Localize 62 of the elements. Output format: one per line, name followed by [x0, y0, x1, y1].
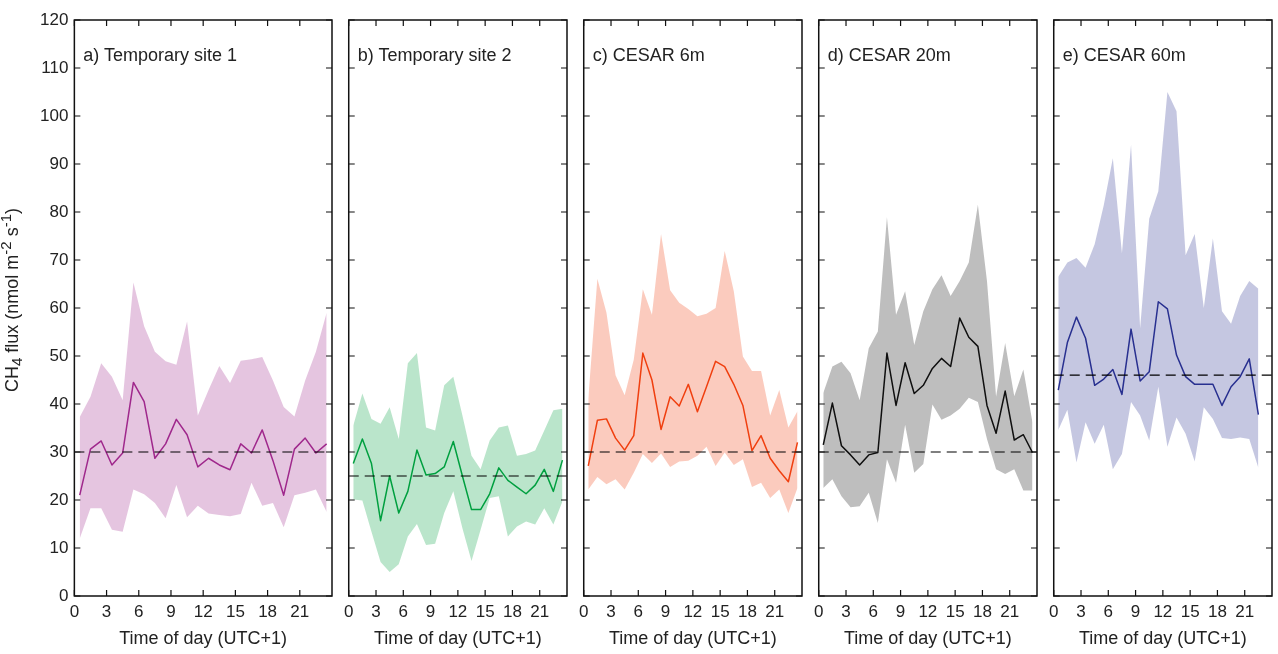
x-axis-title: Time of day (UTC+1) — [373, 628, 542, 649]
y-tick-label: 30 — [49, 441, 69, 461]
x-tick-label: 3 — [101, 601, 112, 621]
x-tick-label: 6 — [1103, 601, 1114, 621]
x-tick-label: 9 — [1130, 601, 1141, 621]
x-axis-title: Time of day (UTC+1) — [119, 628, 288, 649]
text: a) Temporary site 1 — [83, 45, 238, 65]
x-tick-label: 6 — [633, 601, 644, 621]
x-tick-label: 21 — [1235, 601, 1255, 621]
x-tick-label: 21 — [530, 601, 550, 621]
x-tick-label: 12 — [448, 601, 468, 621]
x-tick-label: 21 — [1000, 601, 1020, 621]
x-tick-label: 0 — [578, 601, 589, 621]
x-tick-label: 15 — [475, 601, 495, 621]
y-tick-label: 120 — [39, 9, 69, 29]
y-tick-label: 20 — [49, 489, 69, 509]
x-tick-label: 12 — [918, 601, 938, 621]
x-tick-label: 18 — [972, 601, 992, 621]
x-tick-label: 0 — [1048, 601, 1059, 621]
x-tick-label: 12 — [193, 601, 213, 621]
y-tick-label: 10 — [49, 537, 69, 557]
x-tick-label: 3 — [841, 601, 851, 621]
x-tick-label: 18 — [258, 601, 278, 621]
x-tick-label: 0 — [343, 601, 354, 621]
x-axis-title: Time of day (UTC+1) — [843, 628, 1012, 649]
x-tick-label: 21 — [290, 601, 310, 621]
x-tick-label: 18 — [1207, 601, 1227, 621]
text: b) Temporary site 2 — [357, 45, 512, 65]
x-tick-label: 3 — [1076, 601, 1086, 621]
x-axis-title: Time of day (UTC+1) — [608, 628, 777, 649]
x-tick-label: 9 — [425, 601, 436, 621]
y-tick-label: 100 — [39, 105, 69, 125]
y-tick-label: 60 — [49, 297, 69, 317]
x-tick-label: 21 — [765, 601, 785, 621]
x-tick-label: 3 — [371, 601, 381, 621]
x-tick-label: 15 — [710, 601, 730, 621]
x-tick-label: 12 — [683, 601, 703, 621]
x-tick-label: 18 — [737, 601, 757, 621]
x-tick-label: 3 — [606, 601, 616, 621]
x-tick-label: 0 — [813, 601, 824, 621]
x-tick-label: 15 — [1180, 601, 1200, 621]
x-tick-label: 15 — [945, 601, 965, 621]
x-tick-label: 12 — [1153, 601, 1173, 621]
y-tick-label: 0 — [58, 585, 69, 605]
y-tick-label: 50 — [49, 345, 69, 365]
y-tick-label: 40 — [49, 393, 69, 413]
x-tick-label: 6 — [398, 601, 409, 621]
text: c) CESAR 6m — [592, 45, 705, 65]
y-tick-label: 90 — [49, 153, 69, 173]
x-tick-label: 15 — [225, 601, 245, 621]
text: e) CESAR 60m — [1062, 45, 1186, 65]
x-tick-label: 9 — [660, 601, 671, 621]
x-tick-label: 9 — [895, 601, 906, 621]
y-tick-label: 70 — [49, 249, 69, 269]
y-tick-label: 110 — [41, 57, 69, 77]
x-tick-label: 9 — [166, 601, 176, 621]
x-axis-title: Time of day (UTC+1) — [1078, 628, 1247, 649]
x-tick-label: 18 — [502, 601, 522, 621]
text: d) CESAR 20m — [827, 45, 951, 65]
x-tick-label: 6 — [134, 601, 144, 621]
x-tick-label: 6 — [868, 601, 879, 621]
y-tick-label: 80 — [49, 201, 69, 221]
